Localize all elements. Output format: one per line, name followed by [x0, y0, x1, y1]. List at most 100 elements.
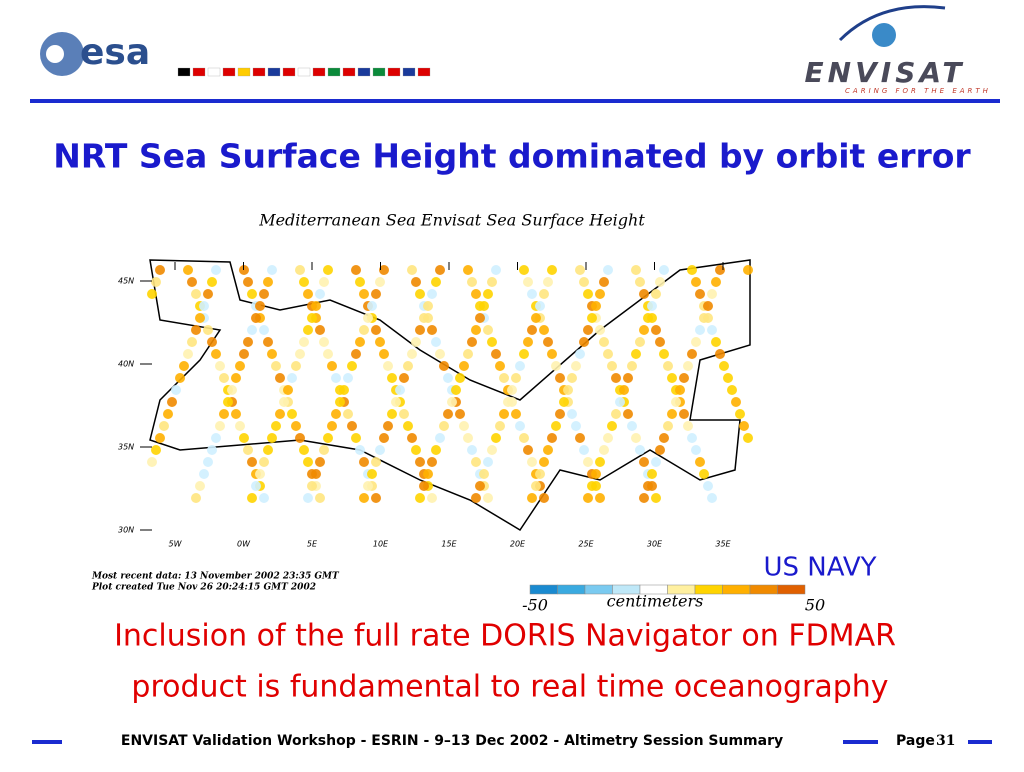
esa-logo: esa — [80, 32, 150, 73]
track-dot — [275, 409, 285, 419]
track-dot — [699, 469, 709, 479]
track-dot — [587, 481, 597, 491]
track-dot — [167, 397, 177, 407]
track-dot — [551, 361, 561, 371]
track-dot — [527, 325, 537, 335]
track-dot — [635, 337, 645, 347]
track-dot — [331, 373, 341, 383]
track-dot — [695, 289, 705, 299]
track-dot — [523, 277, 533, 287]
colorbar-cell — [557, 584, 586, 595]
track-dot — [319, 337, 329, 347]
flag — [372, 67, 386, 77]
track-dot — [499, 409, 509, 419]
track-dot — [599, 277, 609, 287]
flag — [342, 67, 356, 77]
track-dot — [491, 349, 501, 359]
track-dot — [411, 337, 421, 347]
track-dot — [711, 337, 721, 347]
track-dot — [719, 361, 729, 371]
track-dot — [191, 325, 201, 335]
track-dot — [315, 289, 325, 299]
track-dot — [231, 373, 241, 383]
track-dot — [611, 373, 621, 383]
track-dot — [515, 361, 525, 371]
track-dot — [547, 265, 557, 275]
track-dot — [387, 373, 397, 383]
graticule: 45N 40N 35N 30N 5W 0W 5E 10E 15E 20E 25E 30E 35E — [118, 262, 732, 549]
track-dot — [411, 277, 421, 287]
track-dot — [655, 337, 665, 347]
track-dot — [419, 313, 429, 323]
track-dot — [147, 457, 157, 467]
track-dot — [355, 277, 365, 287]
track-dot — [247, 457, 257, 467]
track-dot — [591, 469, 601, 479]
track-dot — [407, 349, 417, 359]
colorbar-min: -50 — [522, 596, 548, 615]
track-dot — [727, 385, 737, 395]
flag — [252, 67, 266, 77]
tracks — [147, 265, 753, 503]
flag — [327, 67, 341, 77]
track-dot — [687, 433, 697, 443]
track-dot — [471, 325, 481, 335]
track-dot — [351, 265, 361, 275]
track-dot — [259, 493, 269, 503]
track-dot — [639, 325, 649, 335]
track-dot — [687, 265, 697, 275]
track-dot — [455, 409, 465, 419]
track-dot — [207, 337, 217, 347]
track-dot — [323, 265, 333, 275]
track-dot — [419, 481, 429, 491]
track-dot — [363, 313, 373, 323]
figure-note: Plot created Tue Nov 26 20:24:15 GMT 200… — [91, 583, 316, 593]
track-dot — [587, 313, 597, 323]
track-dot — [639, 457, 649, 467]
track-dot — [543, 337, 553, 347]
lat-label: 45N — [118, 277, 134, 286]
track-dot — [291, 361, 301, 371]
track-dot — [683, 361, 693, 371]
track-dot — [639, 289, 649, 299]
track-dot — [535, 469, 545, 479]
track-dot — [319, 277, 329, 287]
track-dot — [491, 433, 501, 443]
track-dot — [307, 481, 317, 491]
track-dot — [507, 385, 517, 395]
track-dot — [307, 313, 317, 323]
track-dot — [599, 445, 609, 455]
track-dot — [459, 421, 469, 431]
colorbar-cell — [749, 584, 778, 595]
track-dot — [395, 385, 405, 395]
track-dot — [195, 313, 205, 323]
track-dot — [379, 349, 389, 359]
flag — [267, 67, 281, 77]
lon-label: 0W — [237, 540, 251, 549]
track-dot — [403, 421, 413, 431]
track-dot — [475, 313, 485, 323]
track-dot — [623, 373, 633, 383]
track-dot — [195, 481, 205, 491]
track-dot — [331, 409, 341, 419]
track-dot — [203, 457, 213, 467]
flags — [177, 67, 431, 77]
track-dot — [467, 277, 477, 287]
track-dot — [315, 325, 325, 335]
track-dot — [435, 349, 445, 359]
colorbar-unit: centimeters — [607, 592, 704, 611]
track-dot — [515, 421, 525, 431]
track-dot — [647, 469, 657, 479]
track-dot — [651, 493, 661, 503]
track-dot — [423, 469, 433, 479]
track-dot — [671, 397, 681, 407]
track-dot — [359, 493, 369, 503]
track-dot — [359, 289, 369, 299]
credit: US NAVY — [763, 553, 876, 583]
track-dot — [543, 445, 553, 455]
track-dot — [391, 397, 401, 407]
track-dot — [347, 361, 357, 371]
track-dot — [423, 301, 433, 311]
colorbar-max: 50 — [805, 596, 825, 615]
